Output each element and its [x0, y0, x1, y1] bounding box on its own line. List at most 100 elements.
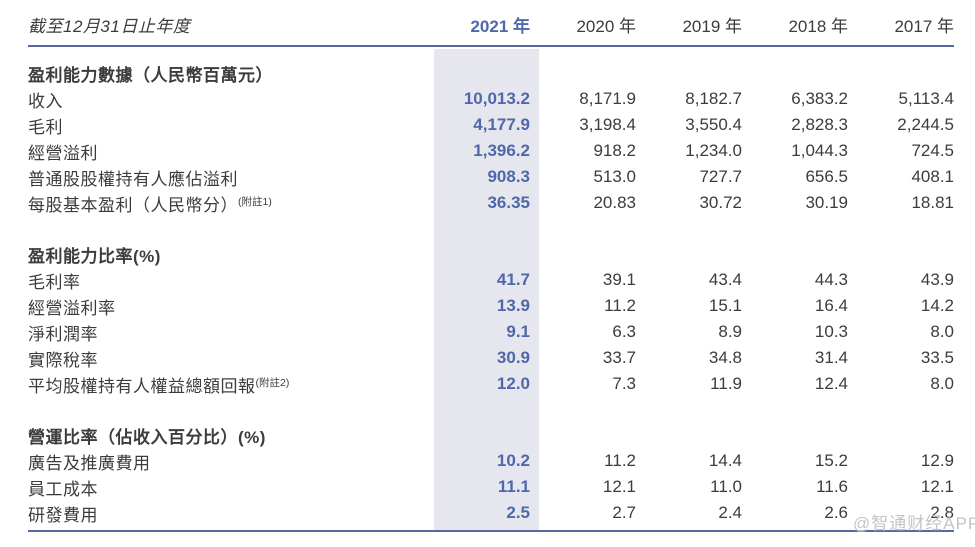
value-cell: 39.1 — [602, 270, 636, 289]
value-cell: 1,044.3 — [791, 141, 848, 160]
value-cell: 2.8 — [930, 503, 954, 522]
value-cell: 2.5 — [506, 503, 530, 522]
value-cell: 908.3 — [487, 167, 530, 186]
value-cell: 2,244.5 — [897, 115, 954, 134]
row-label-text: 經營溢利 — [28, 143, 98, 163]
value-cell: 14.4 — [708, 451, 742, 470]
year-header-2019: 2019 年 — [682, 17, 742, 36]
value-cell: 36.35 — [487, 193, 530, 212]
row-label: 經營溢利率 — [28, 294, 424, 319]
row-label: 廣告及推廣費用 — [28, 449, 424, 474]
value-cell: 11.9 — [710, 374, 742, 393]
value-cell: 43.4 — [708, 270, 742, 289]
year-header-2021: 2021 年 — [470, 17, 530, 36]
value-cell: 656.5 — [805, 167, 848, 186]
table-row: 實際稅率 30.9 33.7 34.8 31.4 33.5 — [28, 345, 954, 371]
value-cell: 6.3 — [612, 322, 636, 341]
value-cell: 16.4 — [814, 296, 848, 315]
row-label-text: 收入 — [28, 91, 63, 111]
row-label: 收入 — [28, 87, 424, 112]
value-cell: 1,234.0 — [685, 141, 742, 160]
financial-highlights-table: 截至12月31日止年度 2021 年 2020 年 2019 年 2018 年 2017… — [28, 0, 954, 532]
value-cell: 12.1 — [602, 477, 636, 496]
value-cell: 2.6 — [824, 503, 848, 522]
row-label: 員工成本 — [28, 475, 424, 500]
row-label: 淨利潤率 — [28, 320, 424, 345]
row-label: 每股基本盈利（人民幣分）(附註1) — [28, 191, 424, 216]
row-label: 經營溢利 — [28, 139, 424, 164]
value-cell: 13.9 — [496, 296, 530, 315]
row-label-text: 每股基本盈利（人民幣分） — [28, 195, 238, 215]
value-cell: 30.19 — [805, 193, 848, 212]
table-row: 毛利 4,177.9 3,198.4 3,550.4 2,828.3 2,244.5 — [28, 112, 954, 138]
table-row: 經營溢利率 13.9 11.2 15.1 16.4 14.2 — [28, 293, 954, 319]
value-cell: 8.9 — [718, 322, 742, 341]
table-row: 普通股股權持有人應佔溢利 908.3 513.0 727.7 656.5 408.1 — [28, 164, 954, 190]
value-cell: 41.7 — [496, 270, 530, 289]
table-section-1: 盈利能力比率(%) 毛利率 41.7 39.1 43.4 44.3 43.9 經營溢利率 13.… — [28, 241, 954, 397]
row-label-text: 毛利 — [28, 117, 63, 137]
row-label-text: 普通股股權持有人應佔溢利 — [28, 169, 238, 189]
row-label-text: 員工成本 — [28, 479, 98, 499]
footnote-ref: (附註2) — [255, 376, 290, 389]
value-cell: 12.9 — [920, 451, 954, 470]
value-cell: 8.0 — [930, 322, 954, 341]
value-cell: 2.4 — [718, 503, 742, 522]
value-cell: 6,383.2 — [791, 89, 848, 108]
row-label-text: 研發費用 — [28, 505, 98, 525]
value-cell: 727.7 — [699, 167, 742, 186]
value-cell: 11.6 — [816, 477, 848, 496]
table-row: 收入 10,013.2 8,171.9 8,182.7 6,383.2 5,113.4 — [28, 86, 954, 112]
row-label-text: 廣告及推廣費用 — [28, 453, 151, 473]
section-title-row: 盈利能力比率(%) — [28, 241, 954, 267]
table-row: 毛利率 41.7 39.1 43.4 44.3 43.9 — [28, 267, 954, 293]
row-label-text: 實際稅率 — [28, 350, 98, 370]
value-cell: 12.4 — [814, 374, 848, 393]
row-label: 平均股權持有人權益總額回報(附註2) — [28, 372, 424, 397]
value-cell: 3,198.4 — [579, 115, 636, 134]
section-title-row: 營運比率（佔收入百分比）(%) — [28, 422, 954, 448]
row-label: 普通股股權持有人應佔溢利 — [28, 165, 424, 190]
value-cell: 10.3 — [814, 322, 848, 341]
table-row: 淨利潤率 9.1 6.3 8.9 10.3 8.0 — [28, 319, 954, 345]
table-row: 員工成本 11.1 12.1 11.0 11.6 12.1 — [28, 474, 954, 500]
row-label-text: 平均股權持有人權益總額回報 — [28, 376, 256, 396]
value-cell: 44.3 — [814, 270, 848, 289]
value-cell: 2,828.3 — [791, 115, 848, 134]
table-row: 經營溢利 1,396.2 918.2 1,234.0 1,044.3 724.5 — [28, 138, 954, 164]
year-header-2020: 2020 年 — [576, 17, 636, 36]
section-title: 營運比率（佔收入百分比）(%) — [28, 427, 266, 447]
value-cell: 12.1 — [920, 477, 954, 496]
value-cell: 9.1 — [506, 322, 530, 341]
value-cell: 20.83 — [593, 193, 636, 212]
table-row: 研發費用 2.5 2.7 2.4 2.6 2.8 — [28, 500, 954, 526]
section-title: 盈利能力比率(%) — [28, 246, 161, 266]
table-row: 每股基本盈利（人民幣分）(附註1) 36.35 20.83 30.72 30.19 18.… — [28, 190, 954, 216]
value-cell: 513.0 — [593, 167, 636, 186]
row-label-text: 淨利潤率 — [28, 324, 98, 344]
value-cell: 43.9 — [920, 270, 954, 289]
value-cell: 33.7 — [602, 348, 636, 367]
value-cell: 18.81 — [911, 193, 954, 212]
watermark: @智通财经APP — [853, 514, 975, 533]
table-section-2: 營運比率（佔收入百分比）(%) 廣告及推廣費用 10.2 11.2 14.4 15.2 12… — [28, 422, 954, 526]
value-cell: 34.8 — [708, 348, 742, 367]
value-cell: 918.2 — [593, 141, 636, 160]
section-title-row: 盈利能力數據（人民幣百萬元） — [28, 60, 954, 86]
value-cell: 11.2 — [604, 451, 636, 470]
value-cell: 10,013.2 — [463, 89, 530, 108]
row-label: 研發費用 — [28, 501, 424, 526]
value-cell: 1,396.2 — [473, 141, 530, 160]
value-cell: 8,171.9 — [579, 89, 636, 108]
row-label: 實際稅率 — [28, 346, 424, 371]
table-body: 盈利能力數據（人民幣百萬元） 收入 10,013.2 8,171.9 8,182.7 6,… — [28, 60, 954, 526]
value-cell: 5,113.4 — [898, 89, 954, 108]
table-section-0: 盈利能力數據（人民幣百萬元） 收入 10,013.2 8,171.9 8,182.7 6,… — [28, 60, 954, 216]
value-cell: 30.72 — [699, 193, 742, 212]
value-cell: 2.7 — [612, 503, 636, 522]
value-cell: 30.9 — [496, 348, 530, 367]
highlight-2021-column-band — [434, 49, 539, 532]
value-cell: 8.0 — [930, 374, 954, 393]
value-cell: 11.0 — [710, 477, 742, 496]
value-cell: 10.2 — [496, 451, 530, 470]
